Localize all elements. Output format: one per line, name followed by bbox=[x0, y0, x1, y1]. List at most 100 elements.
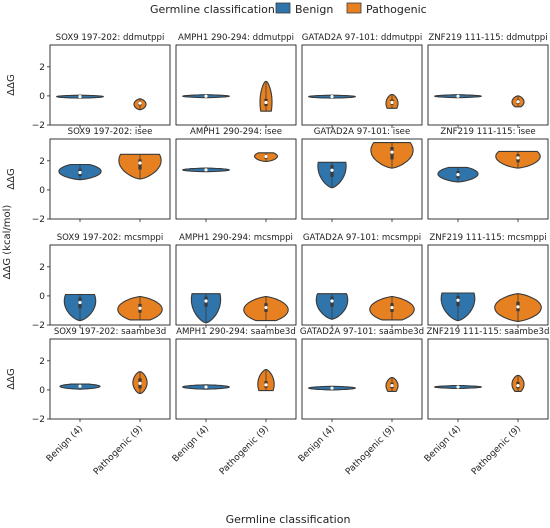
panel-title: AMPH1 290-294: isee bbox=[190, 127, 282, 137]
violin-median bbox=[390, 100, 394, 105]
x-tick-label: Pathogenic (9) bbox=[92, 424, 145, 477]
x-tick-label: Pathogenic (9) bbox=[470, 424, 523, 477]
panel-frame bbox=[301, 138, 423, 220]
violin-median bbox=[390, 150, 394, 154]
violin-median bbox=[138, 306, 142, 310]
violin-median bbox=[330, 386, 334, 390]
panel-title: SOX9 197-202: mcsmppi bbox=[57, 233, 164, 243]
legend-swatch-pathogenic bbox=[346, 2, 362, 14]
panel-frame bbox=[175, 338, 297, 420]
panel-3-2: GATAD2A 97-101: saambe3d Benign (4) Pathog… bbox=[297, 327, 424, 477]
violin-median bbox=[516, 383, 520, 388]
y-tick-label: 2 bbox=[39, 63, 45, 73]
x-tick-label: Benign (4) bbox=[297, 424, 337, 464]
legend-title: Germline classification: bbox=[150, 3, 279, 16]
x-axis-label: Germline classification bbox=[226, 513, 351, 526]
y-tick-label: 0 bbox=[39, 386, 45, 396]
panel-1-0: SOX9 197-202: isee −2 0 2 bbox=[32, 127, 171, 225]
violin-median bbox=[204, 168, 208, 172]
panel-0-3: ZNF219 111-115: ddmutppi bbox=[427, 33, 549, 128]
violin-median bbox=[264, 154, 268, 159]
violin-median bbox=[456, 94, 460, 98]
violin-median bbox=[516, 100, 520, 104]
legend-label-pathogenic: Pathogenic bbox=[366, 3, 427, 16]
panel-frame bbox=[175, 44, 297, 126]
panel-3-0: SOX9 197-202: saambe3d −2 0 2 Benign (4) Path… bbox=[32, 327, 171, 477]
violin-median bbox=[204, 94, 208, 98]
violin-median bbox=[390, 383, 394, 388]
panel-frame bbox=[175, 244, 297, 326]
legend: Germline classification: Benign Pathogen… bbox=[150, 2, 427, 16]
panel-2-0: SOX9 197-202: mcsmppi −2 0 2 bbox=[32, 233, 171, 331]
panel-2-2: GATAD2A 97-101: mcsmppi bbox=[301, 233, 423, 328]
violin-median bbox=[330, 168, 334, 172]
y-tick-label: 0 bbox=[39, 92, 45, 102]
panel-title: GATAD2A 97-101: mcsmppi bbox=[303, 233, 421, 243]
violin-median bbox=[204, 299, 208, 303]
y-axis-label: ΔΔG bbox=[6, 74, 17, 95]
violin-median bbox=[78, 95, 82, 99]
violin-median bbox=[516, 305, 520, 309]
panel-title: SOX9 197-202: saambe3d bbox=[54, 327, 166, 337]
violin-median bbox=[456, 173, 460, 177]
y-tick-label: 0 bbox=[39, 292, 45, 302]
x-tick-label: Benign (4) bbox=[171, 424, 211, 464]
violin-median bbox=[138, 101, 142, 105]
x-tick-label: Pathogenic (9) bbox=[218, 424, 271, 477]
y-axis-label-main: ΔΔG (kcal/mol) bbox=[2, 205, 13, 280]
panel-1-2: GATAD2A 97-101: isee bbox=[301, 127, 423, 222]
panel-title: ZNF219 111-115: ddmutppi bbox=[428, 33, 547, 43]
panel-title: GATAD2A 97-101: ddmutppi bbox=[302, 33, 423, 43]
panel-frame bbox=[427, 44, 549, 126]
violin-median bbox=[204, 385, 208, 389]
panel-3-3: ZNF219 111-115: saambe3d Benign (4) Pathog… bbox=[423, 327, 550, 477]
violin-median bbox=[138, 161, 142, 165]
panel-title: SOX9 197-202: ddmutppi bbox=[56, 33, 165, 43]
panel-2-3: ZNF219 111-115: mcsmppi bbox=[427, 233, 549, 328]
violin-median bbox=[264, 305, 268, 310]
y-tick-label: 2 bbox=[39, 263, 45, 273]
y-tick-label: −2 bbox=[32, 321, 45, 331]
violin-median bbox=[456, 385, 460, 389]
panel-frame bbox=[301, 338, 423, 420]
panel-title: ZNF219 111-115: isee bbox=[440, 127, 535, 137]
legend-swatch-benign bbox=[275, 2, 291, 14]
panel-title: SOX9 197-202: isee bbox=[68, 127, 153, 137]
panel-0-1: AMPH1 290-294: ddmutppi bbox=[175, 33, 297, 128]
y-axis-label: ΔΔG bbox=[6, 368, 17, 389]
violin-median bbox=[78, 384, 82, 388]
violin-median bbox=[138, 381, 142, 385]
violin-median bbox=[456, 298, 460, 302]
panel-title: AMPH1 290-294: ddmutppi bbox=[178, 33, 294, 43]
y-tick-label: 2 bbox=[39, 157, 45, 167]
panel-title: AMPH1 290-294: mcsmppi bbox=[179, 233, 293, 243]
legend-label-benign: Benign bbox=[295, 3, 333, 16]
violin-median bbox=[330, 299, 334, 303]
y-axis-label: ΔΔG bbox=[6, 168, 17, 189]
panel-2-1: AMPH1 290-294: mcsmppi bbox=[175, 233, 297, 328]
panel-0-2: GATAD2A 97-101: ddmutppi bbox=[301, 33, 423, 128]
panel-frame bbox=[301, 244, 423, 326]
y-tick-label: −2 bbox=[32, 121, 45, 131]
panel-frame bbox=[301, 44, 423, 126]
panel-title: GATAD2A 97-101: isee bbox=[314, 127, 411, 137]
violin-median bbox=[264, 100, 268, 105]
panel-title: ZNF219 111-115: saambe3d bbox=[427, 327, 550, 337]
y-tick-label: −2 bbox=[32, 215, 45, 225]
panel-frame bbox=[49, 44, 171, 126]
panel-title: ZNF219 111-115: mcsmppi bbox=[429, 233, 546, 243]
panel-0-0: SOX9 197-202: ddmutppi −2 0 2 bbox=[32, 33, 171, 131]
x-tick-label: Benign (4) bbox=[45, 424, 85, 464]
panel-frame bbox=[49, 244, 171, 326]
panel-1-3: ZNF219 111-115: isee bbox=[427, 127, 549, 222]
x-tick-label: Benign (4) bbox=[423, 424, 463, 464]
y-tick-label: −2 bbox=[32, 415, 45, 425]
panel-frame bbox=[427, 244, 549, 326]
panel-1-1: AMPH1 290-294: isee bbox=[175, 127, 297, 222]
violin-median bbox=[78, 170, 82, 175]
y-tick-label: 0 bbox=[39, 186, 45, 196]
violin-median bbox=[516, 156, 520, 160]
y-tick-label: 2 bbox=[39, 357, 45, 367]
x-tick-label: Pathogenic (9) bbox=[344, 424, 397, 477]
